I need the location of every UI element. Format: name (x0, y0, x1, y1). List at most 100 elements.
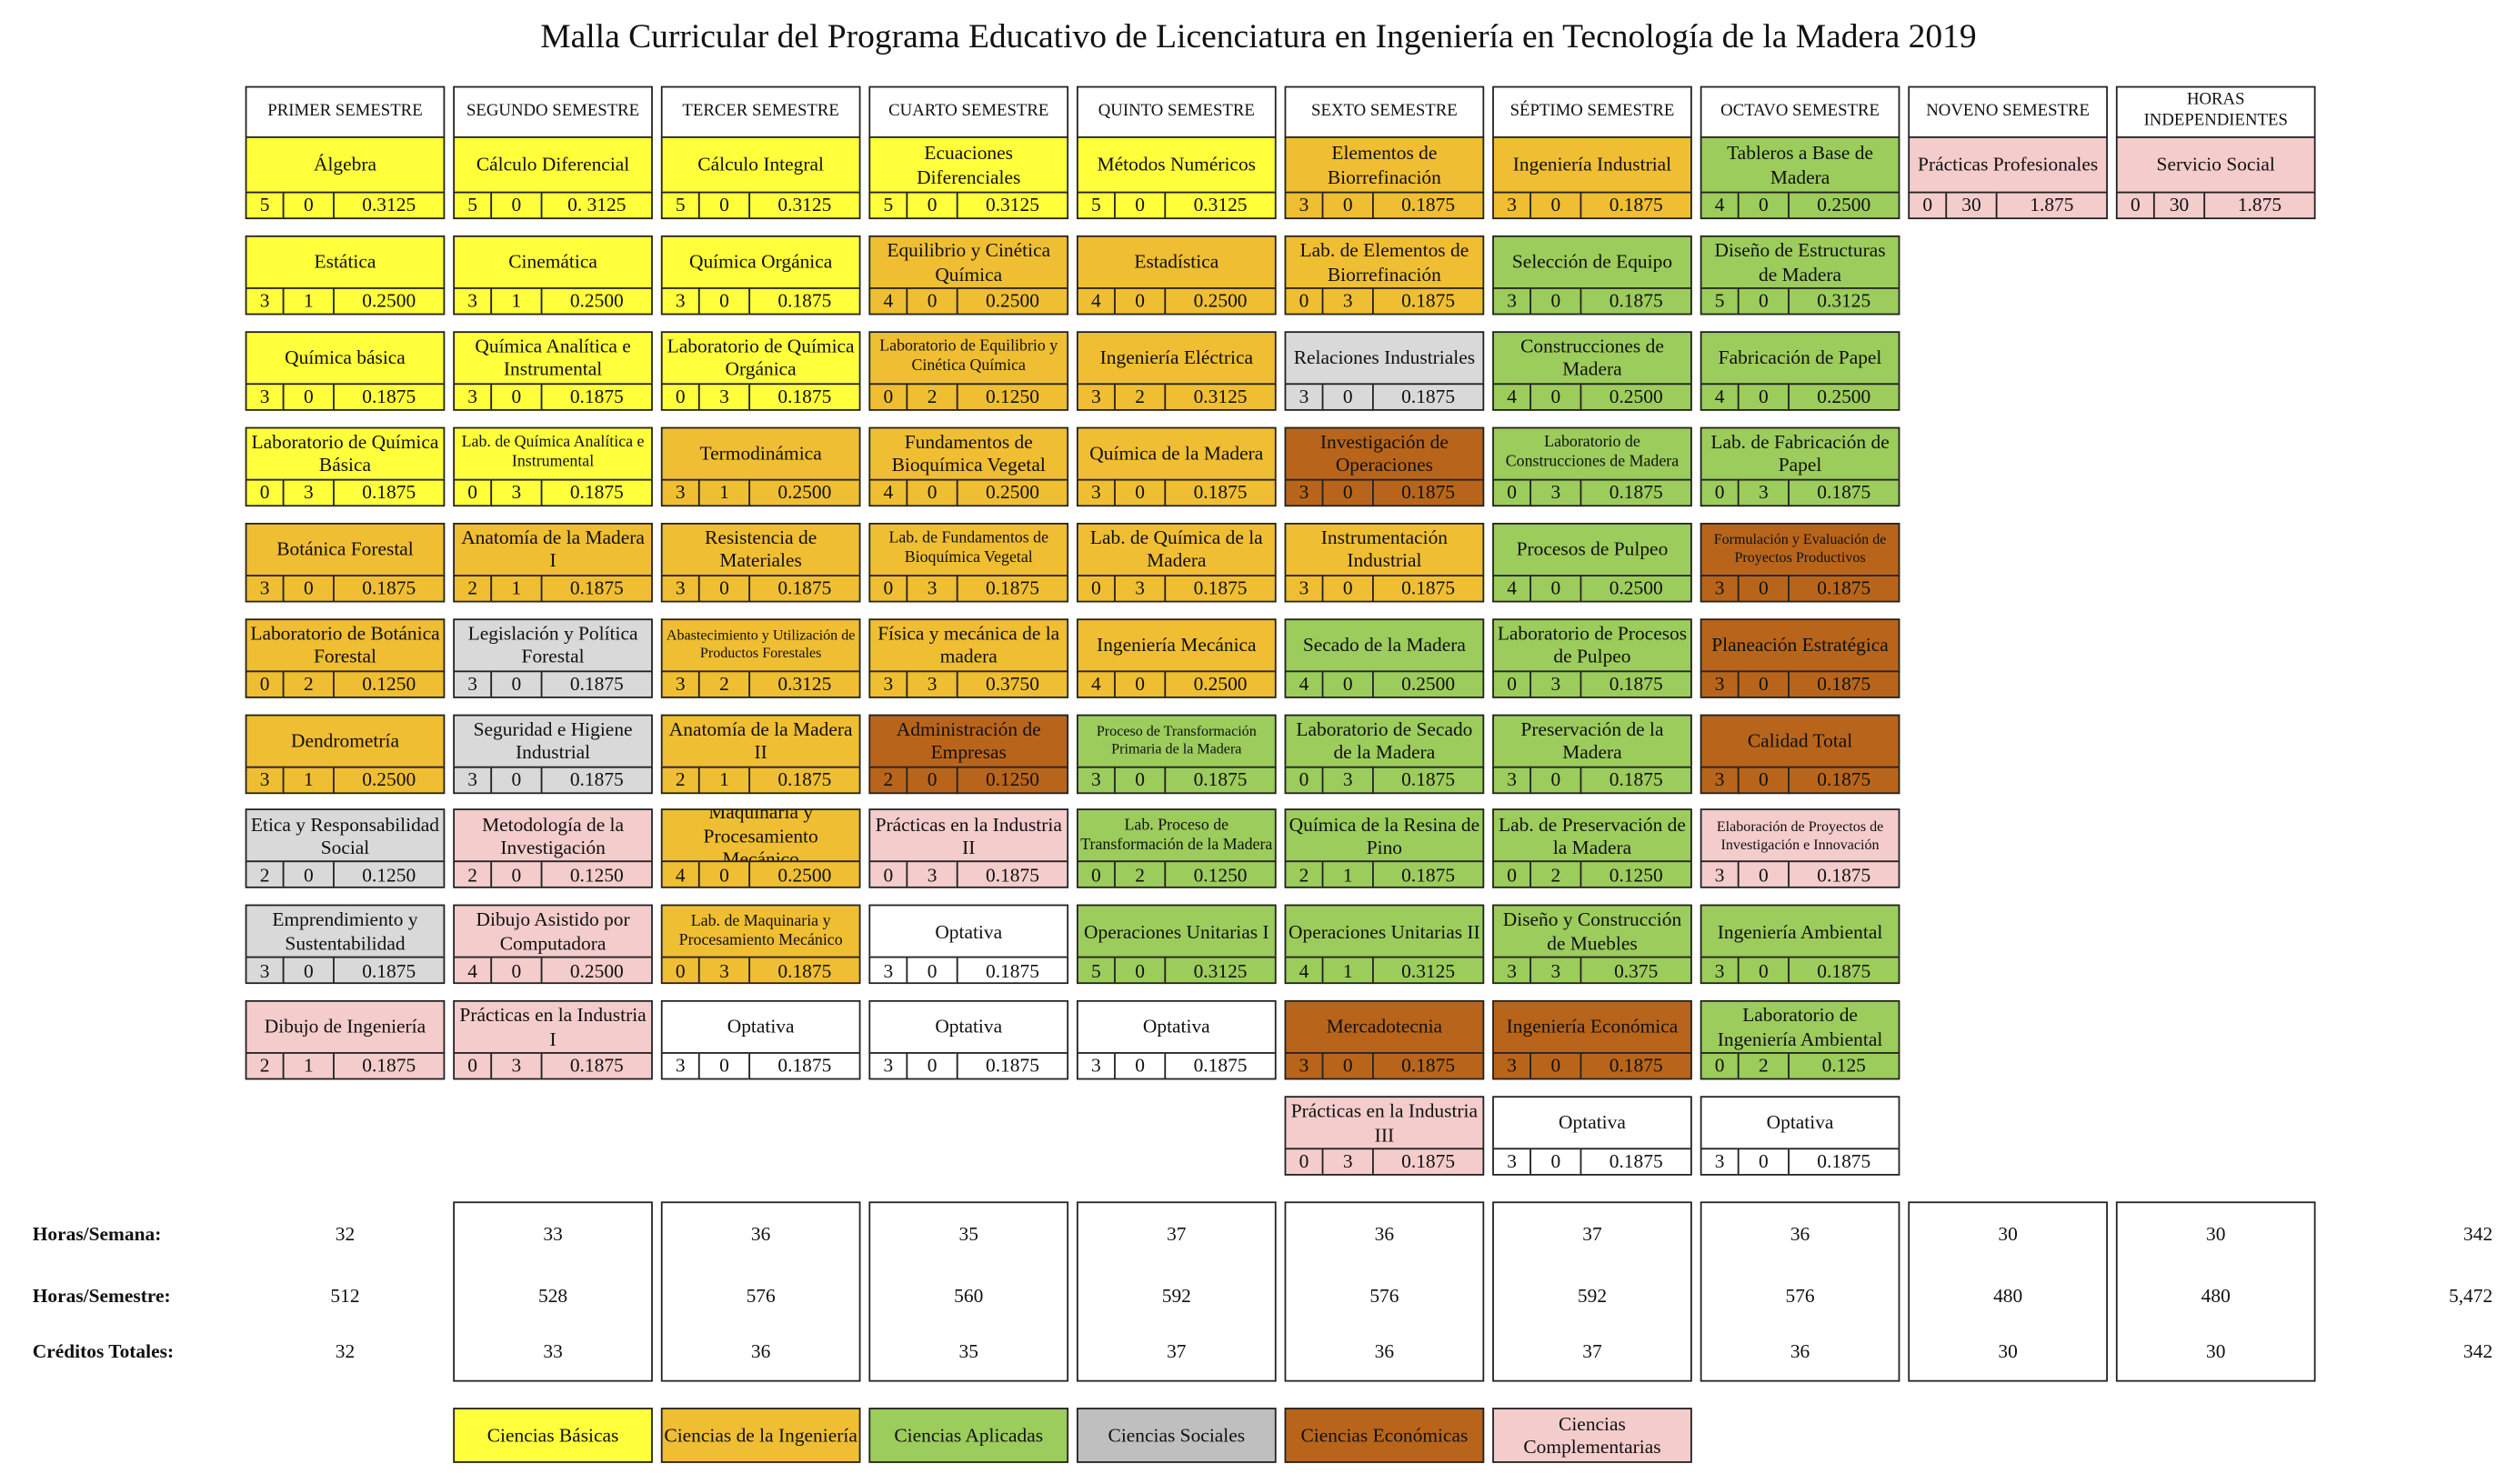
course-practice: 0 (906, 957, 958, 985)
course-practice: 0 (906, 1052, 958, 1080)
course-credits: 0.1875 (540, 574, 653, 602)
course-name: Anatomía de la Madera I (453, 522, 653, 577)
course-credits: 0.1875 (748, 287, 861, 316)
course-theory: 3 (1284, 1052, 1324, 1080)
course-credits: 0.1875 (748, 765, 861, 794)
course-theory: 0 (1492, 861, 1532, 889)
course-name: Dibujo de Ingeniería (245, 1000, 446, 1055)
course-credits: 0.1875 (1579, 287, 1692, 316)
course-theory: 0 (868, 861, 908, 889)
course-name: Lab. de Fundamentos de Bioquímica Vegeta… (868, 522, 1069, 577)
course-credits: 0.2500 (540, 287, 653, 316)
course-name: Optativa (1076, 1000, 1277, 1055)
course-practice: 3 (906, 861, 958, 889)
course-practice: 1 (697, 765, 751, 794)
course-theory: 2 (660, 765, 700, 794)
course-theory: 3 (453, 765, 493, 794)
course-practice: 0 (1737, 765, 1790, 794)
course-credits: 0.1250 (956, 383, 1069, 411)
course-practice: 1 (697, 478, 751, 506)
course-name: Etica y Responsabilidad Social (245, 808, 446, 863)
course-name: Legislación y Política Forestal (453, 617, 653, 672)
course-practice: 0 (1321, 383, 1374, 411)
course-credits: 0.1875 (748, 383, 861, 411)
course-name: Lab. de Química de la Madera (1076, 522, 1277, 577)
course-practice: 0 (697, 1052, 751, 1080)
course-name: Estática (245, 235, 446, 289)
course-name: Laboratorio de Química Básica (245, 426, 446, 481)
course-theory: 0 (868, 574, 908, 602)
course-theory: 4 (868, 478, 908, 506)
summary-value: 37 (1582, 1222, 1602, 1246)
summary-box (1076, 1201, 1277, 1382)
summary-value: 37 (1167, 1339, 1187, 1363)
course-name: Lab. de Elementos de Biorrefinación (1284, 235, 1485, 289)
summary-box (1284, 1201, 1485, 1382)
course-name: Termodinámica (660, 426, 861, 481)
course-name: Ingeniería Económica (1492, 1000, 1692, 1055)
course-credits: 0.1875 (1788, 1148, 1900, 1176)
course-theory: 5 (868, 191, 908, 220)
course-theory: 3 (660, 287, 700, 316)
course-name: Química Analítica e Instrumental (453, 331, 653, 385)
course-theory: 3 (1492, 191, 1532, 220)
course-credits: 0.2500 (748, 478, 861, 506)
course-credits: 0.1875 (540, 765, 653, 794)
summary-box (2115, 1201, 2316, 1382)
summary-value: 33 (543, 1222, 563, 1246)
course-theory: 3 (1492, 287, 1532, 316)
course-credits: 0.1875 (1372, 1052, 1485, 1080)
course-name: Laboratorio de Construcciones de Madera (1492, 426, 1692, 481)
course-name: Prácticas en la Industria II (868, 808, 1069, 863)
course-practice: 0 (1529, 1052, 1582, 1080)
course-name: Relaciones Industriales (1284, 331, 1485, 385)
course-theory: 2 (245, 1052, 285, 1080)
course-credits: 0.2500 (956, 287, 1069, 316)
course-practice: 0 (1114, 191, 1167, 220)
course-practice: 0 (1114, 957, 1167, 985)
course-practice: 0 (1321, 669, 1374, 698)
course-practice: 2 (1529, 861, 1582, 889)
course-name: Optativa (868, 905, 1069, 959)
summary-value: 30 (1998, 1222, 2018, 1246)
summary-value: 30 (2206, 1222, 2226, 1246)
course-practice: 0 (1737, 861, 1790, 889)
course-credits: 0.1875 (540, 1052, 653, 1080)
summary-value: 35 (958, 1222, 978, 1246)
summary-value: 36 (1790, 1339, 1810, 1363)
course-practice: 0 (282, 957, 335, 985)
course-theory: 2 (868, 765, 908, 794)
course-theory: 3 (1076, 1052, 1116, 1080)
course-practice: 2 (1114, 861, 1167, 889)
course-theory: 3 (453, 383, 493, 411)
course-practice: 0 (1737, 957, 1790, 985)
course-name: Tableros a Base de Madera (1700, 135, 1900, 194)
course-credits: 0.1875 (1579, 765, 1692, 794)
course-theory: 5 (660, 191, 700, 220)
course-name: Álgebra (245, 135, 446, 194)
summary-box (1492, 1201, 1692, 1382)
course-practice: 0 (1114, 478, 1167, 506)
summary-value: 512 (330, 1284, 360, 1308)
course-credits: 0. 3125 (540, 191, 653, 220)
course-practice: 1 (1321, 957, 1374, 985)
course-name: Lab. de Química Analítica e Instrumental (453, 426, 653, 481)
course-name: Construcciones de Madera (1492, 331, 1692, 385)
course-theory: 0 (1908, 191, 1948, 220)
course-theory: 3 (245, 765, 285, 794)
course-name: Laboratorio de Secado de la Madera (1284, 713, 1485, 767)
course-credits: 0.3125 (1164, 383, 1277, 411)
course-credits: 0.1875 (1372, 287, 1485, 316)
course-name: Optativa (1700, 1096, 1900, 1150)
course-theory: 3 (1492, 957, 1532, 985)
course-credits: 0.2500 (1579, 383, 1692, 411)
course-theory: 3 (660, 478, 700, 506)
course-theory: 4 (1492, 383, 1532, 411)
course-name: Planeación Estratégica (1700, 617, 1900, 672)
course-credits: 0.1875 (956, 957, 1069, 985)
semester-header: TERCER SEMESTRE (660, 85, 861, 138)
course-credits: 0.1250 (1164, 861, 1277, 889)
semester-header: NOVENO SEMESTRE (1908, 85, 2108, 138)
course-name: Maquinaria y Procesamiento Mecánico (660, 808, 861, 863)
course-name: Química Orgánica (660, 235, 861, 289)
